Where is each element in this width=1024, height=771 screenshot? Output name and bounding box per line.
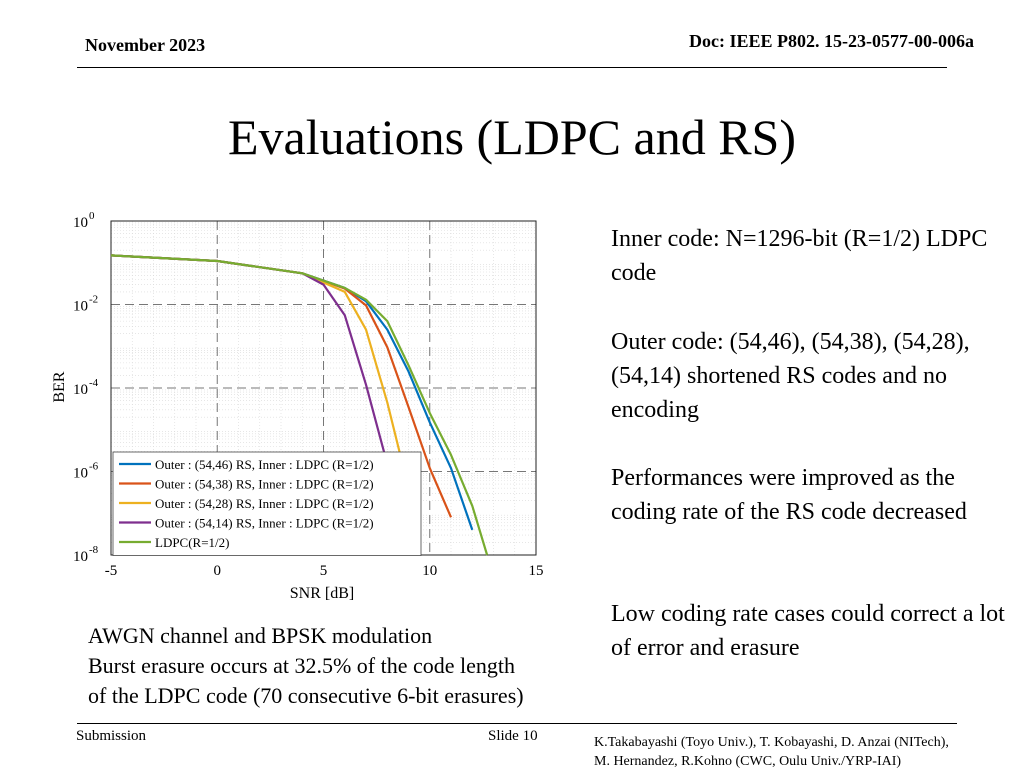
inner-code-text: Inner code: N=1296-bit (R=1/2) LDPC code <box>611 226 988 286</box>
header-doc-id: Doc: IEEE P802. 15-23-0577-00-006a <box>689 31 974 51</box>
footer-authors-line-2: M. Hernandez, R.Kohno (CWC, Oulu Univ./Y… <box>594 754 902 769</box>
y-tick-exponent: -8 <box>89 544 99 556</box>
footer-slide-number: Slide 10 <box>488 728 538 744</box>
series-line <box>110 254 489 556</box>
performance-text: Performances were improved as the coding… <box>611 465 967 525</box>
x-tick-label: 0 <box>214 563 222 579</box>
caption-line-1: AWGN channel and BPSK modulation <box>88 623 433 648</box>
footer-authors-line-1: K.Takabayashi (Toyo Univ.), T. Kobayashi… <box>594 735 949 750</box>
legend-entry: LDPC(R=1/2) <box>155 535 230 550</box>
x-axis-label: SNR [dB] <box>290 585 354 602</box>
y-axis-label: BER <box>51 371 68 402</box>
x-tick-label: 5 <box>320 563 328 579</box>
y-tick-exponent: -6 <box>89 461 99 473</box>
legend-entry: Outer : (54,28) RS, Inner : LDPC (R=1/2) <box>155 496 374 511</box>
x-tick-label: -5 <box>105 563 118 579</box>
y-tick-label: 10 <box>73 466 88 482</box>
y-tick-label: 10 <box>73 215 88 231</box>
legend-box <box>112 451 422 556</box>
legend-entry: Outer : (54,46) RS, Inner : LDPC (R=1/2) <box>155 457 374 472</box>
header-divider <box>77 67 947 68</box>
caption-line-2: Burst erasure occurs at 32.5% of the cod… <box>88 653 516 678</box>
y-tick-exponent: 0 <box>89 210 95 222</box>
legend-entry: Outer : (54,14) RS, Inner : LDPC (R=1/2) <box>155 516 374 531</box>
x-tick-label: 10 <box>422 563 437 579</box>
legend-entry: Outer : (54,38) RS, Inner : LDPC (R=1/2) <box>155 477 374 492</box>
x-tick-label: 15 <box>529 563 544 579</box>
header-date: November 2023 <box>85 35 206 55</box>
caption-line-3: of the LDPC code (70 consecutive 6-bit e… <box>88 683 524 708</box>
y-tick-exponent: -2 <box>89 294 98 306</box>
y-tick-label: 10 <box>73 382 88 398</box>
low-rate-text: Low coding rate cases could correct a lo… <box>611 601 1005 661</box>
slide-title: Evaluations (LDPC and RS) <box>227 109 797 165</box>
footer-divider <box>77 723 957 724</box>
outer-code-text: Outer code: (54,46), (54,38), (54,28), (… <box>611 329 970 423</box>
y-tick-label: 10 <box>73 299 88 315</box>
footer-authors: K.Takabayashi (Toyo Univ.), T. Kobayashi… <box>594 733 1014 771</box>
footer-submission: Submission <box>76 728 147 744</box>
y-tick-label: 10 <box>73 549 88 565</box>
y-tick-exponent: -4 <box>89 377 99 389</box>
